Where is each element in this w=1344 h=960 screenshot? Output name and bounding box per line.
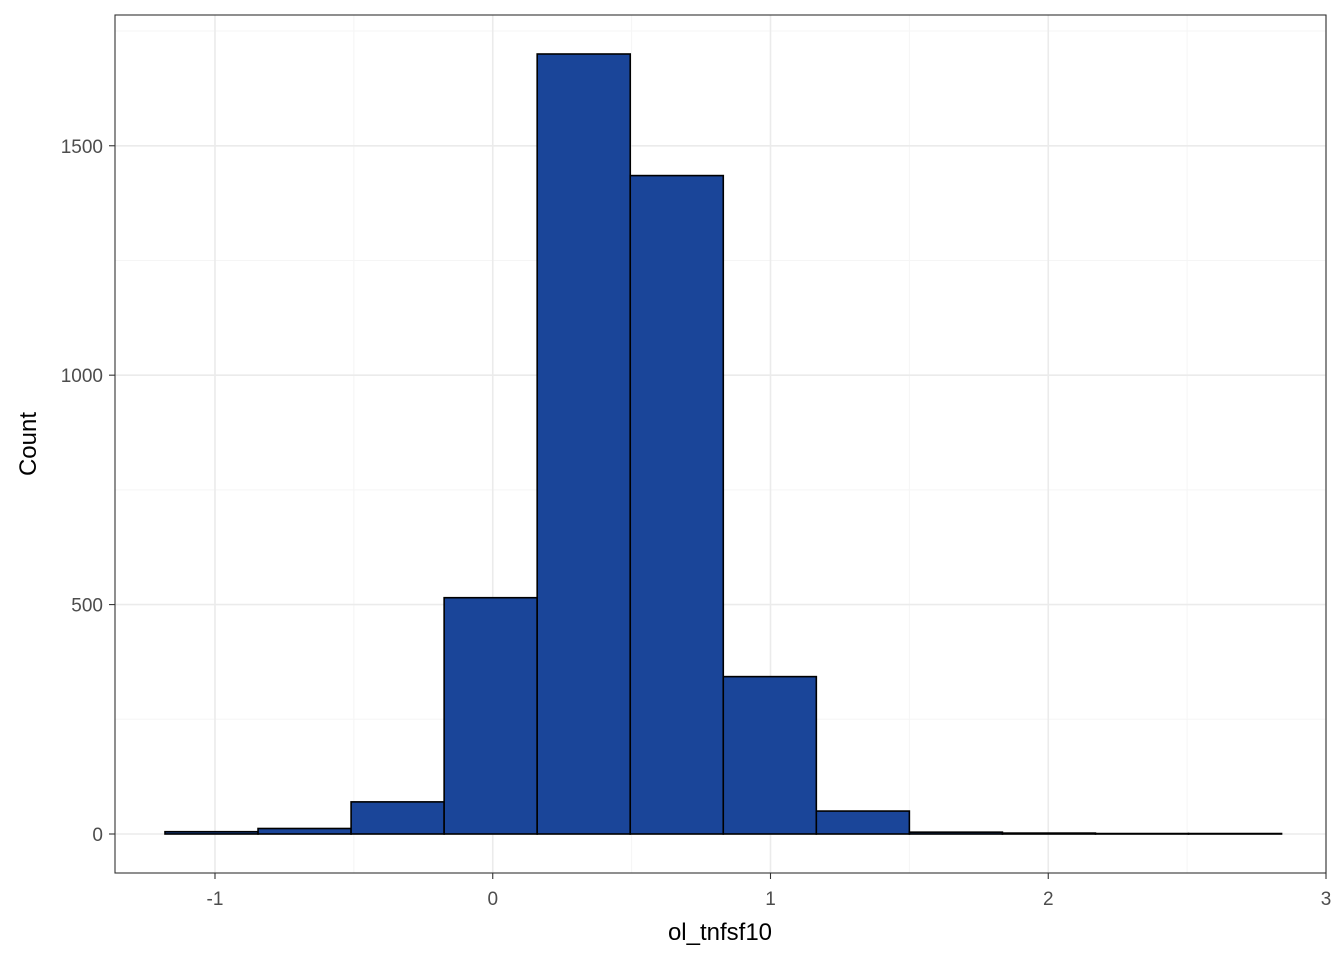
y-axis-title: Count — [15, 412, 42, 476]
histogram-bars — [164, 53, 1283, 835]
y-tick-label: 1000 — [61, 366, 103, 387]
y-tick-label: 1500 — [61, 137, 103, 158]
histogram-bar — [722, 675, 818, 835]
x-axis-title: ol_tnfsf10 — [668, 919, 772, 946]
x-tick-label: 1 — [765, 889, 776, 910]
y-axis-ticks: 0 500 1000 1500 — [61, 137, 115, 846]
x-tick-label: -1 — [207, 889, 224, 910]
histogram-bar — [164, 830, 259, 835]
histogram-bar — [1001, 832, 1097, 835]
histogram-bar — [443, 596, 538, 835]
plot-panel-border — [114, 14, 1327, 874]
x-tick-label: 0 — [487, 889, 498, 910]
y-tick-label: 500 — [71, 596, 103, 617]
x-axis-ticks: -1 0 1 2 3 — [207, 873, 1332, 910]
y-tick-label: 0 — [92, 825, 103, 846]
histogram-bar — [629, 174, 725, 835]
histogram-bar — [908, 831, 1004, 835]
histogram-bar — [350, 801, 445, 835]
x-tick-label: 2 — [1043, 889, 1054, 910]
histogram-bar — [815, 810, 911, 835]
histogram-bar — [536, 53, 632, 835]
histogram-bar — [257, 827, 352, 835]
x-tick-label: 3 — [1321, 889, 1332, 910]
